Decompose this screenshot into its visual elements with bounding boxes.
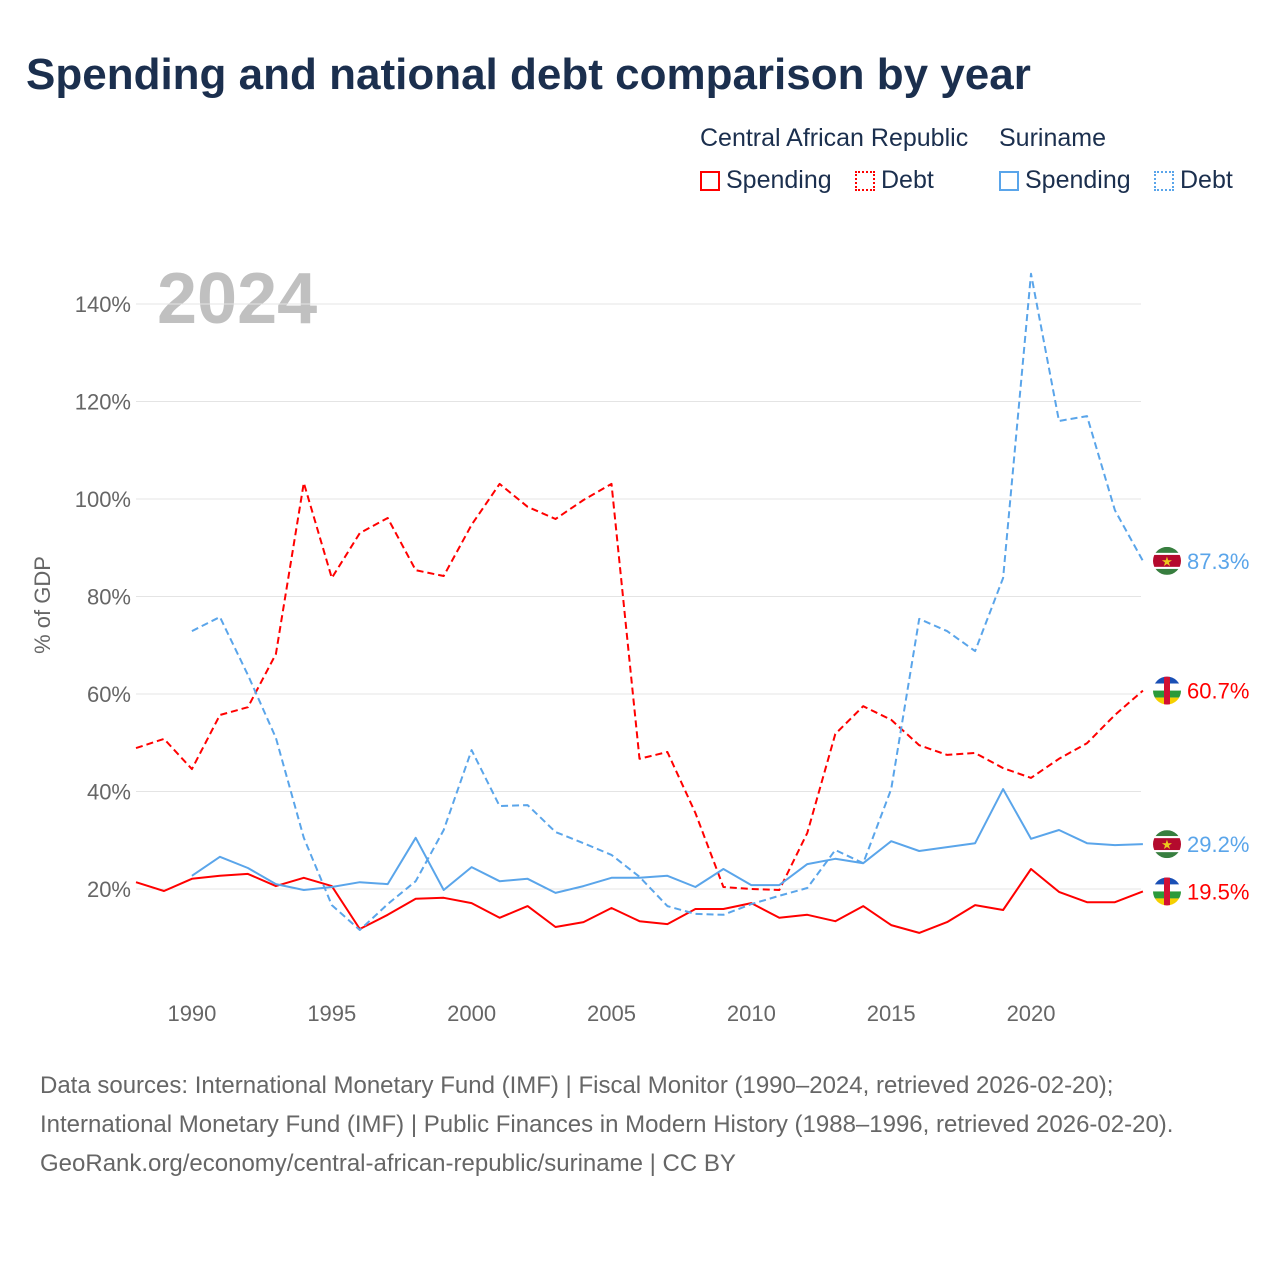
solid-swatch-icon	[700, 170, 720, 191]
y-tick-label: 20%	[87, 877, 131, 902]
footer: Data sources: International Monetary Fun…	[40, 1066, 1240, 1183]
flag-stripe	[1153, 852, 1181, 859]
y-tick-label: 100%	[75, 487, 131, 512]
flag-stripe	[1153, 554, 1181, 567]
suriname-flag-icon: ★	[1153, 830, 1181, 859]
series-line-1	[135, 481, 1144, 891]
x-tick-label: 1990	[167, 1001, 216, 1026]
flag-body	[1153, 877, 1181, 906]
x-tick-label: 2010	[727, 1001, 776, 1026]
legend-group-suriname: Suriname	[999, 124, 1106, 152]
flag-stripe	[1153, 546, 1181, 553]
x-tick-label: 2000	[447, 1001, 496, 1026]
dotted-swatch-icon	[855, 170, 875, 191]
end-value-label: 19.5%	[1187, 879, 1249, 904]
x-tick-label: 1995	[307, 1001, 356, 1026]
y-tick-label: 40%	[87, 780, 131, 805]
car-flag-icon	[1153, 676, 1181, 705]
dotted-swatch-icon	[1154, 170, 1174, 191]
year-watermark: 2024	[157, 259, 317, 339]
credit-link[interactable]: GeoRank.org/economy/central-african-repu…	[40, 1150, 736, 1177]
y-axis-label: % of GDP	[30, 556, 55, 654]
star-icon: ★	[1161, 554, 1173, 569]
legend-label: Spending	[1025, 166, 1131, 194]
flag-body	[1153, 676, 1181, 705]
y-tick-label: 80%	[87, 585, 131, 610]
flag-stripe	[1153, 838, 1181, 851]
star-icon: ★	[1161, 837, 1173, 852]
x-tick-label: 2015	[867, 1001, 916, 1026]
car-flag-icon	[1153, 877, 1181, 906]
flag-stripe	[1164, 676, 1170, 705]
legend-group-car: Central African Republic	[700, 124, 969, 152]
flag-stripe	[1153, 836, 1181, 839]
flag-stripe	[1153, 566, 1181, 569]
legend-car-debt[interactable]: Debt	[855, 166, 934, 195]
y-tick-label: 120%	[75, 390, 131, 415]
x-tick-label: 2005	[587, 1001, 636, 1026]
legend-label: Spending	[726, 166, 832, 194]
solid-swatch-icon	[999, 170, 1019, 191]
x-tick-label: 2020	[1007, 1001, 1056, 1026]
y-tick-label: 60%	[87, 682, 131, 707]
chart-title: Spending and national debt comparison by…	[26, 50, 1031, 99]
y-tick-label: 140%	[75, 292, 131, 317]
flag-body: ★	[1153, 546, 1181, 575]
legend-suriname-debt[interactable]: Debt	[1154, 166, 1233, 195]
series-line-0	[135, 868, 1144, 934]
legend-car-spending[interactable]: Spending	[700, 166, 832, 195]
flag-stripe	[1153, 850, 1181, 853]
legend-label: Debt	[881, 166, 934, 194]
legend-suriname-spending[interactable]: Spending	[999, 166, 1131, 195]
series-line-3	[191, 272, 1144, 931]
flag-stripe	[1164, 877, 1170, 906]
end-value-label: 60.7%	[1187, 679, 1249, 704]
flag-body: ★	[1153, 830, 1181, 859]
suriname-flag-icon: ★	[1153, 546, 1181, 575]
legend-label: Debt	[1180, 166, 1233, 194]
end-value-label: 29.2%	[1187, 832, 1249, 857]
flag-stripe	[1153, 568, 1181, 575]
data-sources: Data sources: International Monetary Fun…	[40, 1072, 1174, 1138]
end-value-label: 87.3%	[1187, 549, 1249, 574]
flag-stripe	[1153, 552, 1181, 555]
line-chart: 2024 20% 40% 60% 80% 100% 120% 140% 1990 1995 200…	[30, 259, 1249, 1026]
series-line-2	[191, 788, 1143, 894]
flag-stripe	[1153, 830, 1181, 837]
